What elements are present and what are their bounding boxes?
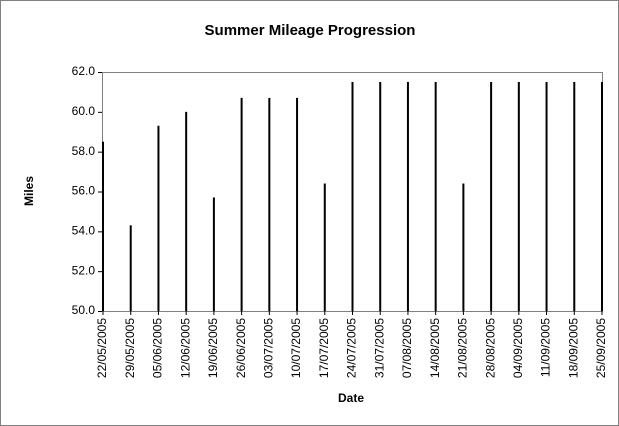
x-tick-label: 17/07/2005 — [317, 318, 331, 378]
bar — [490, 81, 493, 311]
x-tick-label: 31/07/2005 — [372, 318, 386, 378]
bar — [129, 225, 132, 311]
y-tick-label: 52.0 — [72, 263, 96, 277]
y-tick-label: 60.0 — [72, 104, 96, 118]
x-tick-label: 21/08/2005 — [456, 318, 470, 378]
x-tick-label: 19/06/2005 — [206, 318, 220, 378]
bar — [268, 97, 271, 312]
x-tick-label: 12/06/2005 — [178, 318, 192, 378]
x-tick-label: 04/09/2005 — [511, 318, 525, 378]
bar — [102, 141, 104, 311]
bar — [296, 97, 299, 312]
x-tick-label: 25/09/2005 — [594, 318, 608, 378]
bar — [545, 81, 548, 311]
y-axis-title: Miles — [22, 176, 36, 206]
x-tick-label: 29/05/2005 — [123, 318, 137, 378]
x-tick-label: 24/07/2005 — [345, 318, 359, 378]
x-axis-title: Date — [338, 391, 364, 405]
x-tick-label: 14/08/2005 — [428, 318, 442, 378]
x-tick-label: 28/08/2005 — [483, 318, 497, 378]
x-tick-label: 03/07/2005 — [262, 318, 276, 378]
y-tick-label: 54.0 — [72, 224, 96, 238]
bar — [185, 111, 188, 311]
bar — [462, 183, 465, 311]
bar — [212, 197, 215, 311]
x-tick-label: 10/07/2005 — [289, 318, 303, 378]
bar — [351, 81, 354, 311]
x-tick-label: 22/05/2005 — [95, 318, 109, 378]
y-tick-label: 62.0 — [72, 64, 96, 78]
bar — [323, 183, 326, 311]
bar — [157, 125, 160, 312]
bar — [379, 81, 382, 311]
y-tick-label: 50.0 — [72, 303, 96, 317]
bar — [240, 97, 243, 312]
bar — [406, 81, 409, 311]
bar — [573, 81, 576, 311]
bar — [434, 81, 437, 311]
x-tick-label: 07/08/2005 — [400, 318, 414, 378]
y-tick-label: 56.0 — [72, 184, 96, 198]
x-tick-label: 18/09/2005 — [566, 318, 580, 378]
bar — [601, 81, 603, 311]
chart-title: Summer Mileage Progression — [205, 22, 416, 39]
x-tick-label: 05/06/2005 — [151, 318, 165, 378]
bar — [517, 81, 520, 311]
y-tick-label: 58.0 — [72, 144, 96, 158]
x-tick-label: 11/09/2005 — [539, 318, 553, 377]
x-tick-label: 26/06/2005 — [234, 318, 248, 378]
